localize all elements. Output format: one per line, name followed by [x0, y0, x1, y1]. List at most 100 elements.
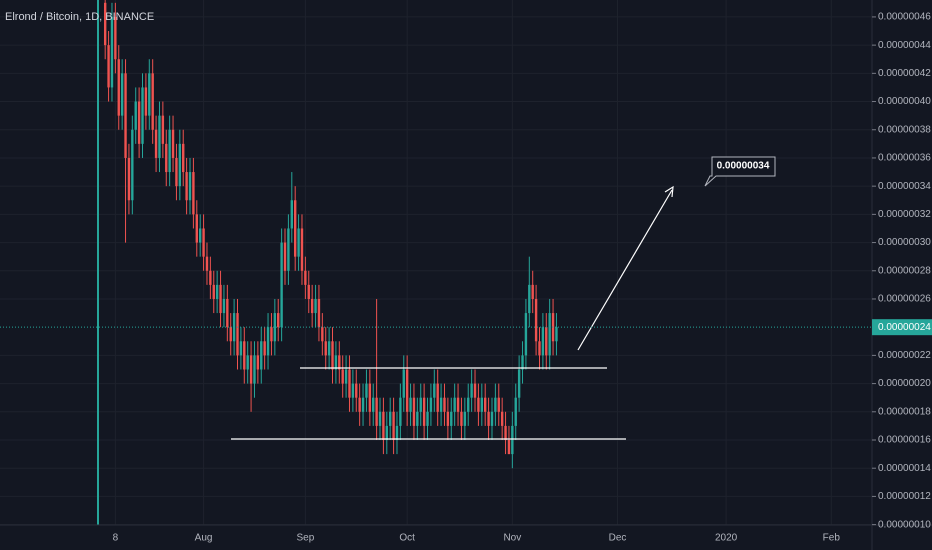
candle-body [127, 157, 131, 201]
candle-body [246, 355, 249, 370]
candle-body [551, 313, 555, 342]
candle-body [229, 327, 232, 342]
candle-body [443, 397, 446, 412]
y-tick-label: 0.00000014 [878, 463, 931, 474]
y-tick-label: 0.00000036 [878, 153, 931, 164]
candle-body [555, 327, 558, 342]
candle-body [324, 341, 327, 356]
x-tick-label: Aug [195, 533, 213, 544]
candle-body [395, 425, 399, 440]
candle-body [114, 16, 117, 60]
y-tick-label: 0.00000046 [878, 12, 931, 23]
candle-body [528, 284, 531, 314]
y-tick-label: 0.00000012 [878, 491, 931, 502]
candle-body [117, 59, 120, 116]
y-tick-label: 0.00000030 [878, 237, 931, 248]
candle-body [497, 397, 500, 412]
candle-body [351, 383, 355, 398]
candle-body [541, 327, 545, 356]
candle-body [402, 369, 405, 398]
last-price-box [872, 319, 932, 336]
x-tick-label: Oct [399, 533, 415, 544]
arrow-head [664, 185, 674, 198]
candle-body [107, 45, 110, 88]
candle-body [365, 383, 368, 398]
candle-body [538, 341, 541, 356]
candle-body [280, 242, 283, 328]
candle-body [480, 397, 484, 412]
candle-body [392, 411, 395, 440]
candle-body [192, 172, 195, 215]
candle-body [429, 397, 433, 412]
x-tick-label: Dec [609, 533, 627, 544]
candle-body [144, 87, 148, 116]
candle-body [219, 284, 222, 314]
candle-body [205, 256, 209, 271]
callout-box [704, 156, 776, 187]
candle-body [450, 411, 453, 426]
candle-body [344, 369, 348, 384]
y-tick-label: 0.00000020 [878, 378, 931, 389]
candle-body [355, 383, 358, 398]
candle-body [300, 228, 304, 271]
candle-body [467, 397, 470, 412]
candle-body [416, 411, 419, 426]
candle-body [494, 397, 497, 412]
projection-arrow [577, 189, 673, 351]
y-tick-label: 0.00000032 [878, 209, 931, 220]
candle-body [439, 397, 443, 412]
candle-body [524, 313, 528, 356]
x-tick-label: Sep [296, 533, 314, 544]
candle-body [436, 383, 439, 412]
candle-body [409, 397, 412, 412]
candle-body [314, 298, 317, 314]
candle-body [222, 298, 226, 314]
candle-body [453, 397, 456, 412]
candle-body [293, 200, 297, 257]
y-tick-label: 0.00000010 [878, 519, 931, 530]
y-tick-label: 0.00000040 [878, 96, 931, 107]
candle-body [358, 397, 361, 412]
candle-body [517, 369, 521, 398]
last-price-label: 0.00000024 [878, 322, 931, 333]
candle-body [273, 313, 277, 342]
candle-body [260, 341, 263, 370]
candle-body [124, 73, 127, 158]
candle-body [212, 284, 215, 299]
candle-body [534, 298, 538, 342]
y-tick-label: 0.00000038 [878, 124, 931, 135]
candle-body [175, 157, 178, 187]
candle-body [263, 341, 266, 356]
candle-body [168, 129, 171, 173]
x-tick-label: 2020 [715, 533, 738, 544]
candle-body [412, 397, 416, 426]
candle-body [327, 341, 331, 356]
candle-body [249, 355, 253, 384]
candle-body [378, 411, 382, 426]
candle-body [511, 425, 514, 455]
candle-body [283, 242, 287, 271]
candle-body [148, 73, 151, 116]
candle-body [236, 313, 239, 356]
candle-body [426, 411, 429, 426]
x-tick-label: Nov [503, 533, 521, 544]
candle-body [120, 73, 124, 116]
candle-body [165, 143, 168, 173]
candle-body [277, 313, 280, 328]
candle-body [297, 228, 300, 257]
candle-body [171, 129, 175, 158]
candle-body [483, 397, 487, 412]
candle-body [521, 355, 524, 370]
candle-body [215, 284, 219, 299]
candle-body [209, 270, 212, 285]
candle-body [178, 143, 182, 187]
candle-body [405, 369, 409, 412]
callout-text: 0.00000034 [717, 161, 770, 172]
candle-body [151, 73, 154, 130]
y-tick-label: 0.00000042 [878, 68, 931, 79]
x-tick-label: Feb [823, 533, 841, 544]
candle-body [310, 298, 314, 314]
candle-body [270, 327, 273, 342]
